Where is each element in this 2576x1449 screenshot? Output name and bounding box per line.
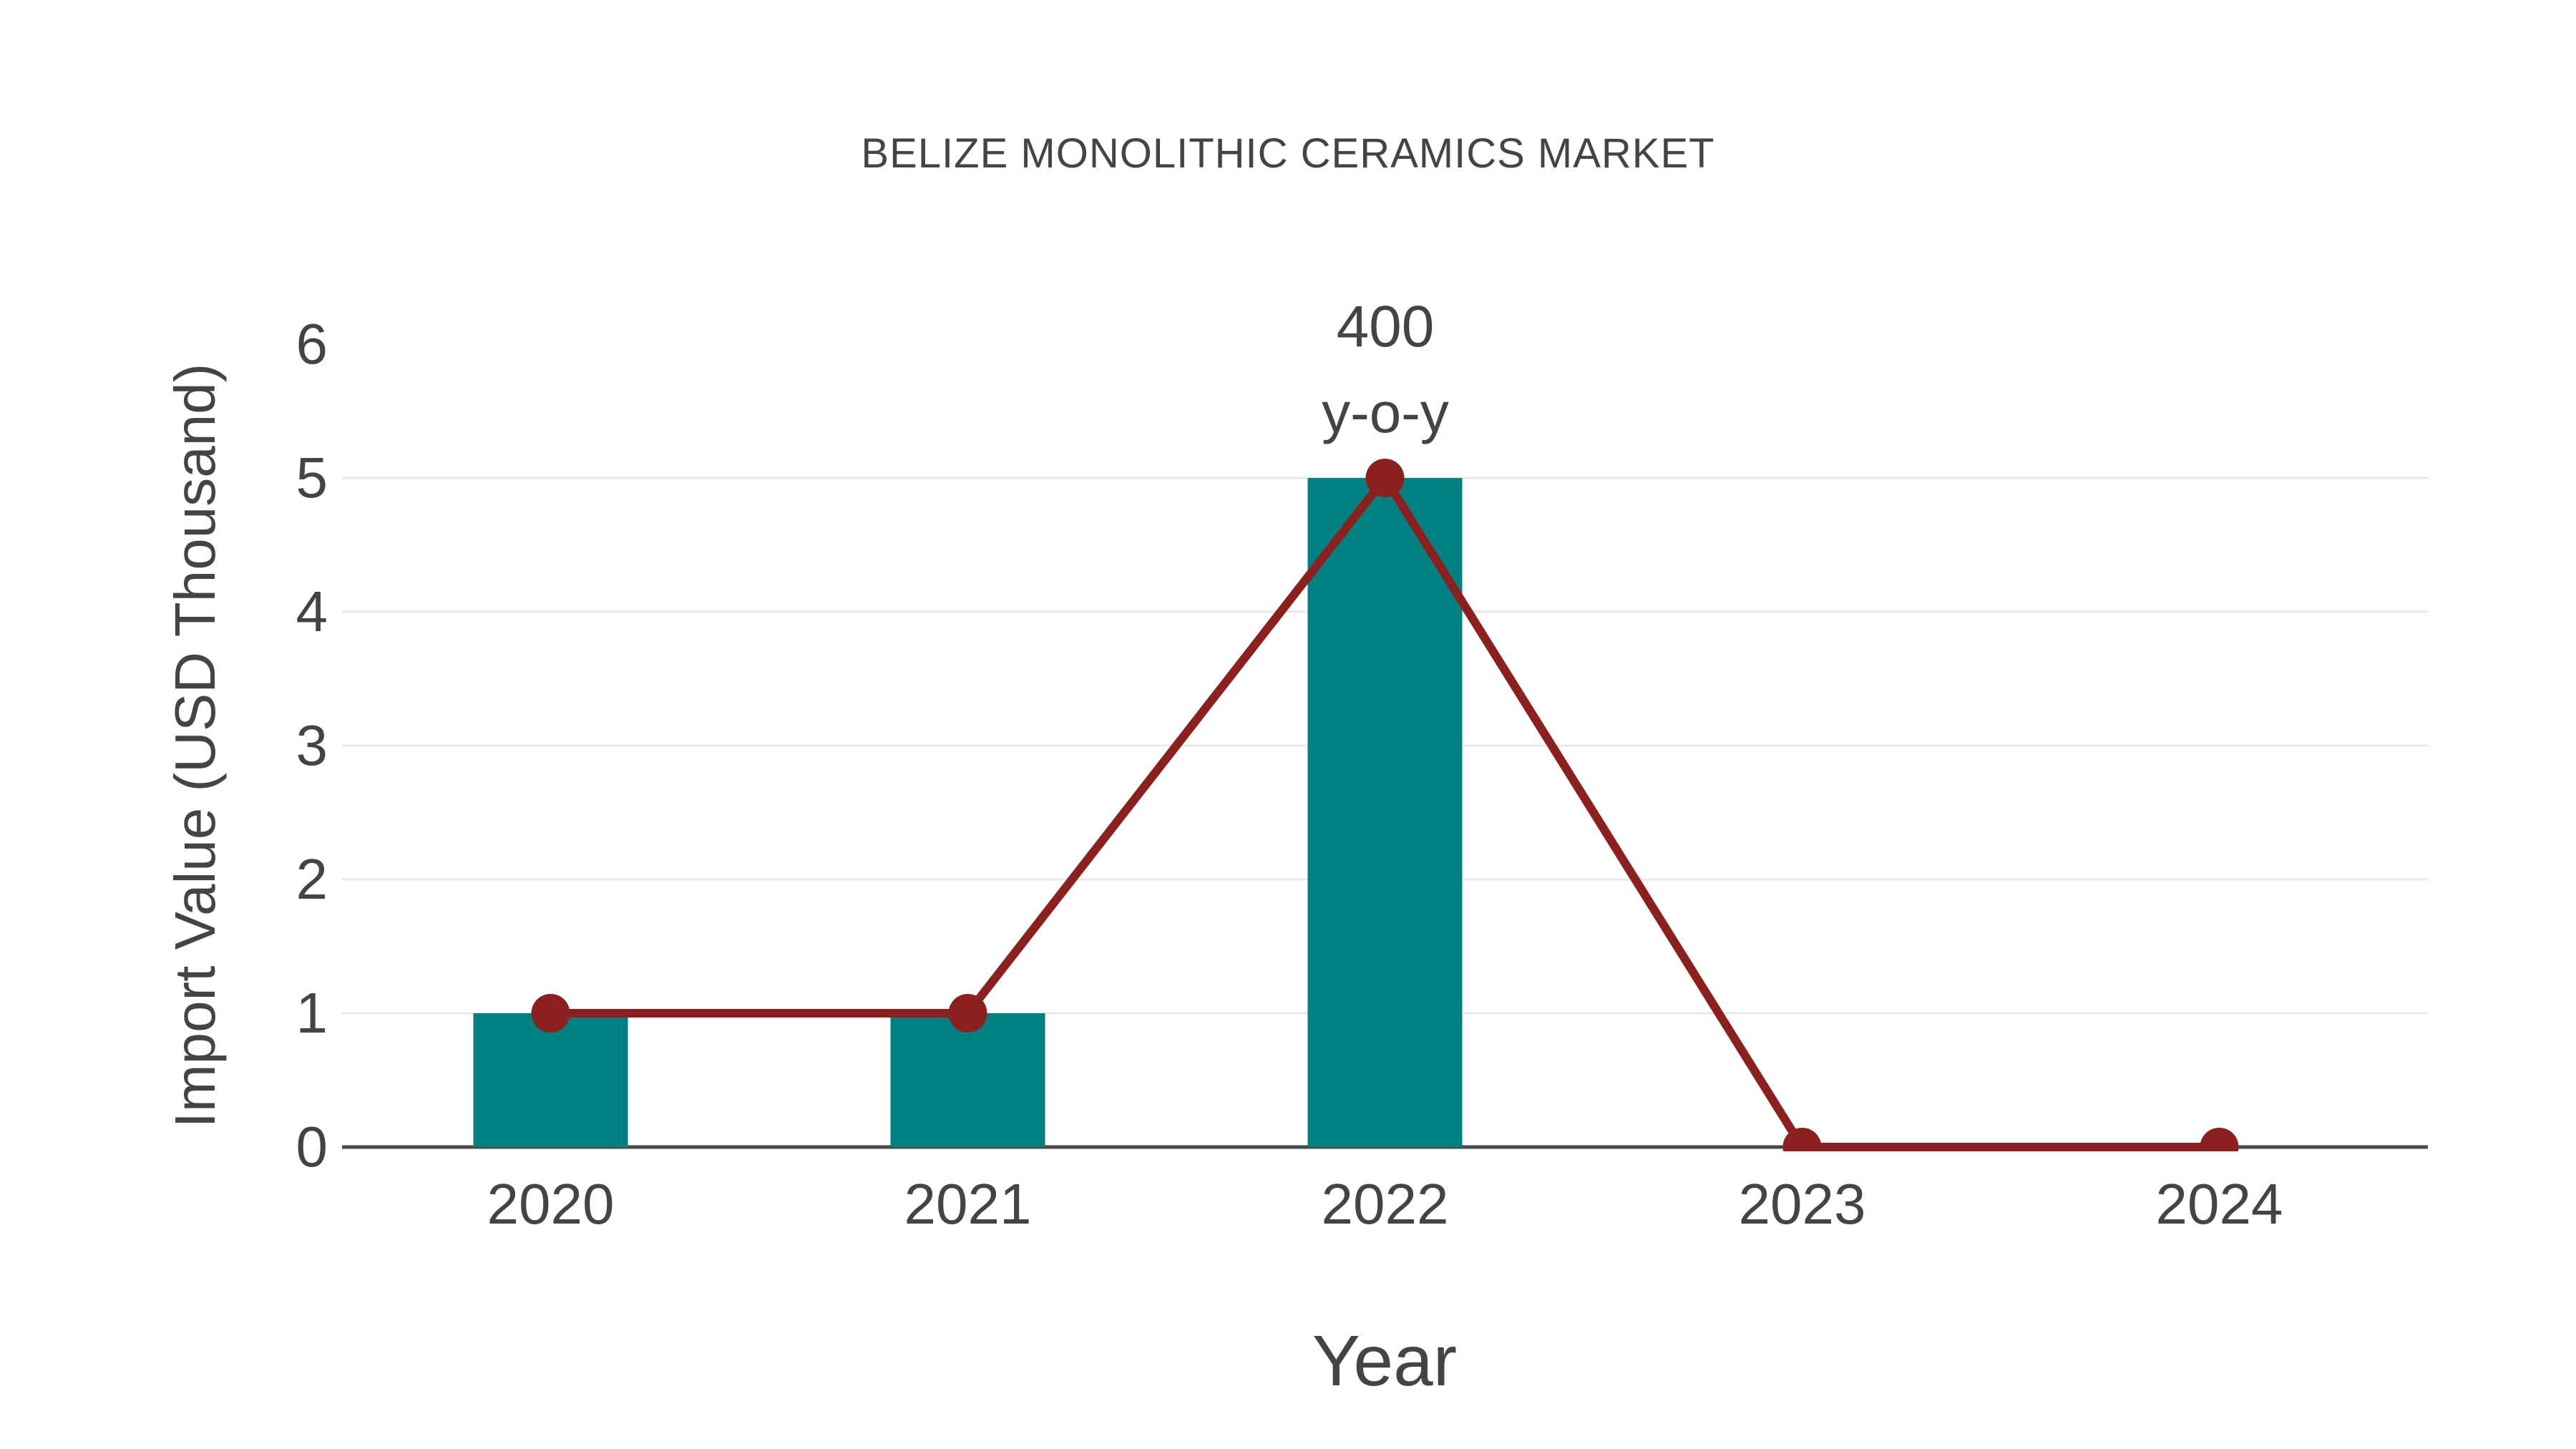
line-marker-2023 — [1782, 1128, 1822, 1151]
x-tick-label-2023: 2023 — [1738, 1172, 1866, 1236]
bar-2022 — [1307, 478, 1463, 1147]
annotation-value: 400 — [1336, 294, 1435, 359]
x-axis-title: Year — [1312, 1321, 1458, 1401]
plot-area — [342, 459, 2428, 1151]
annotation-label: y-o-y — [1322, 381, 1449, 444]
x-tick-label-2021: 2021 — [904, 1172, 1032, 1236]
line-marker-2020 — [531, 994, 570, 1033]
chart-title: BELIZE MONOLITHIC CERAMICS MARKET — [861, 130, 1715, 177]
y-tick-label-6: 6 — [296, 312, 328, 376]
y-tick-label-3: 3 — [296, 713, 328, 777]
y-tick-label-2: 2 — [296, 847, 328, 911]
line-marker-2022 — [1365, 459, 1405, 497]
y-tick-label-0: 0 — [296, 1115, 328, 1179]
x-tick-label-2020: 2020 — [487, 1172, 615, 1236]
x-tick-label-2024: 2024 — [2155, 1172, 2283, 1236]
peak-annotation: 400 y-o-y — [1322, 285, 1449, 457]
y-tick-label-5: 5 — [296, 446, 328, 509]
line-marker-2021 — [948, 994, 987, 1033]
line-marker-2024 — [2200, 1128, 2239, 1151]
y-tick-label-1: 1 — [296, 981, 328, 1045]
x-tick-label-2022: 2022 — [1321, 1172, 1449, 1236]
y-tick-label-4: 4 — [296, 580, 328, 643]
bar-2021 — [890, 1013, 1045, 1147]
bar-2020 — [473, 1013, 628, 1147]
